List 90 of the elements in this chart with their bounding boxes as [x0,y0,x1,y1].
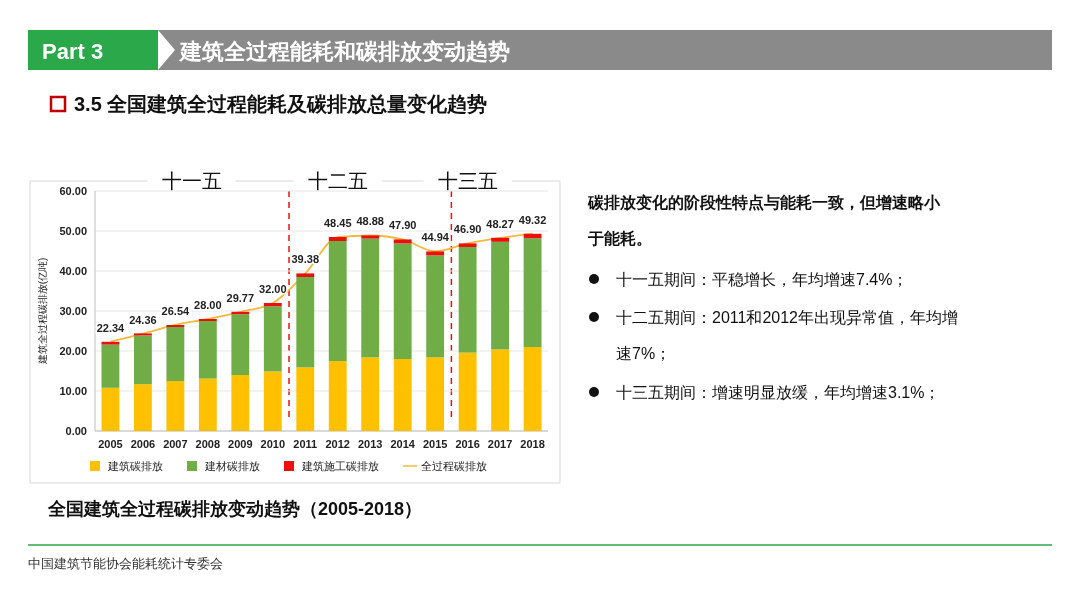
chart-title: 3.5 全国建筑全过程能耗及碳排放总量变化趋势 [74,93,488,115]
bar [166,327,185,381]
bar [491,241,510,350]
x-tick-label: 2017 [487,438,513,450]
bar [133,335,152,385]
x-tick-label: 2005 [98,438,123,450]
data-label: 32.00 [259,283,287,295]
y-tick-label: 30.00 [59,304,87,317]
bar [166,381,185,431]
text: 碳排放变化的阶段性特点与能耗一致，但增速略小于能耗。 [587,194,941,247]
bar [133,333,152,336]
bar [263,303,282,307]
x-tick-label: 2018 [520,438,545,450]
y-tick-label: 40.00 [59,264,87,277]
bar [491,349,510,431]
text: 十二五期间：2011和2012年出现异常值，年均增速7%； [616,309,958,362]
x-tick-label: 2013 [357,438,383,450]
bar [426,357,445,431]
data-label: 44.94 [421,231,450,244]
bar [296,273,315,277]
bar [328,237,347,241]
text: 全国建筑全过程碳排放变动趋势（2005-2018） [47,499,423,519]
bar [393,239,412,244]
x-tick-label: 2010 [260,438,286,450]
bar [101,341,120,345]
bar [198,321,217,379]
bar [328,241,347,361]
data-label: 26.54 [161,304,191,317]
y-tick-label: 60.00 [59,184,87,197]
x-tick-label: 2015 [422,438,448,450]
bar [361,357,380,431]
data-label: 47.90 [388,219,417,232]
bar [263,306,282,372]
data-label: 29.77 [226,291,255,304]
x-tick-label: 2012 [325,438,350,450]
x-tick-label: 2009 [228,438,253,450]
bar [393,359,412,431]
legend-label: 全过程碳排放 [421,459,487,472]
y-axis-title: 建筑全过程碳排放(亿吨) [37,257,48,366]
bar [458,243,477,247]
annotation: 十三五 [437,170,498,192]
bar [361,238,380,358]
data-label: 49.32 [518,213,547,226]
data-label: 22.34 [96,321,126,334]
data-label: 28.00 [194,299,222,311]
x-tick-label: 2006 [130,438,156,450]
data-label: 24.36 [129,313,157,326]
legend-label: 建筑施工碳排放 [301,459,379,472]
x-tick-label: 2008 [195,438,221,450]
bar [523,347,542,431]
bar [101,344,120,388]
text: 十一五期间：平稳增长，年均增速7.4%； [616,271,909,288]
y-tick-label: 10.00 [59,384,87,397]
bar [458,247,477,353]
bar [361,235,380,239]
data-label: 48.45 [323,217,352,230]
bar [101,387,120,431]
bar [393,243,412,359]
x-tick-label: 2016 [455,438,480,450]
bar [523,233,542,239]
bar [426,251,445,256]
bar [198,378,217,431]
bar [523,238,542,347]
legend-label: 建筑碳排放 [107,459,163,472]
annotation: 十一五 [161,170,222,192]
bar [231,314,250,375]
bar [426,255,445,358]
bar [491,237,510,242]
x-tick-label: 2014 [390,438,416,450]
bar [296,367,315,431]
text: 中国建筑节能协会能耗统计专委会 [28,556,223,571]
bar [328,361,347,431]
legend-label: 建材碳排放 [204,459,260,472]
bar [263,371,282,431]
data-label: 46.90 [453,223,482,236]
bar [231,375,250,431]
text: 十三五期间：增速明显放缓，年均增速3.1%； [616,384,941,401]
text: 建筑全过程能耗和碳排放变动趋势 [178,39,510,64]
bar [296,277,315,368]
data-label: 48.27 [486,217,514,230]
bar [133,384,152,431]
data-label: 48.88 [356,215,384,228]
y-tick-label: 50.00 [59,224,87,237]
bar [458,352,477,431]
text: Part 3 [42,39,104,64]
y-tick-label: 20.00 [59,344,87,357]
annotation: 十二五 [307,170,368,192]
x-tick-label: 2007 [163,438,188,450]
x-tick-label: 2011 [293,438,318,450]
y-tick-label: 0.00 [65,424,87,437]
